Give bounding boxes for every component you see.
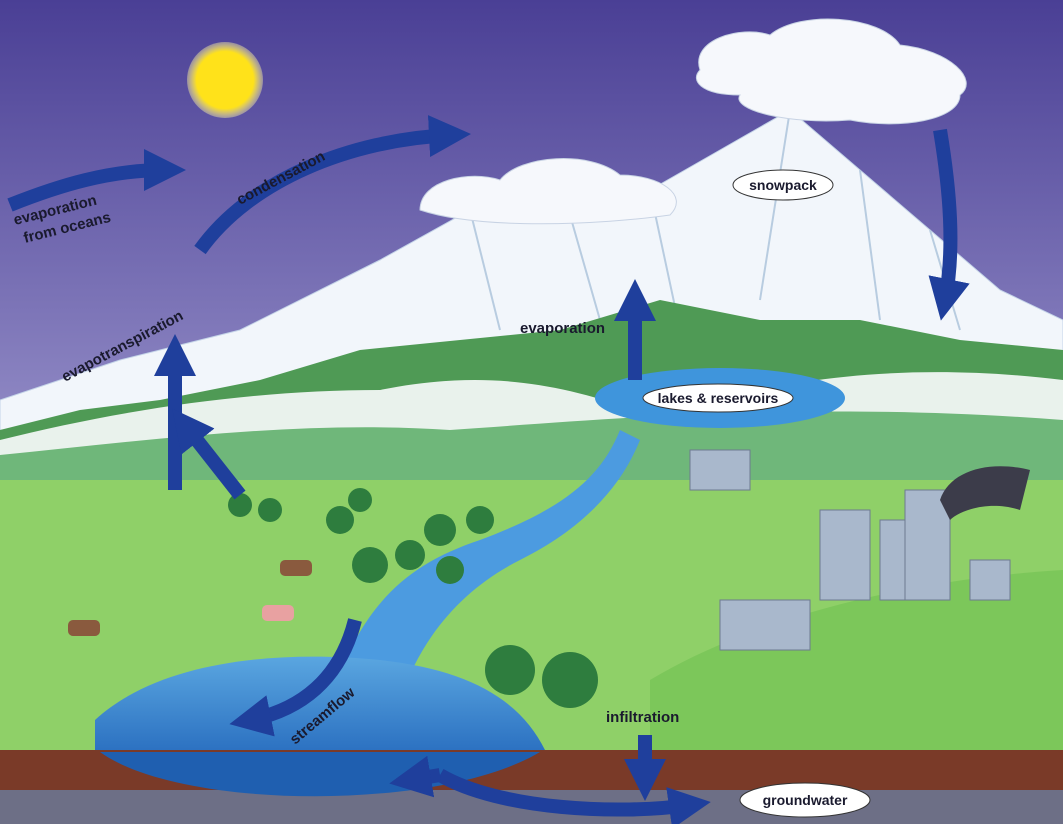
- label: infiltration: [606, 709, 679, 726]
- label: lakes & reservoirs: [658, 390, 779, 406]
- label: evaporation: [520, 320, 605, 337]
- water-cycle-diagram: evaporation from oceans condensation eva…: [0, 0, 1063, 824]
- label: groundwater: [763, 792, 848, 808]
- scenery: [0, 0, 1063, 824]
- page: {"labels": { "ocean_evaporation": ["evap…: [0, 0, 1063, 824]
- label: snowpack: [749, 177, 817, 193]
